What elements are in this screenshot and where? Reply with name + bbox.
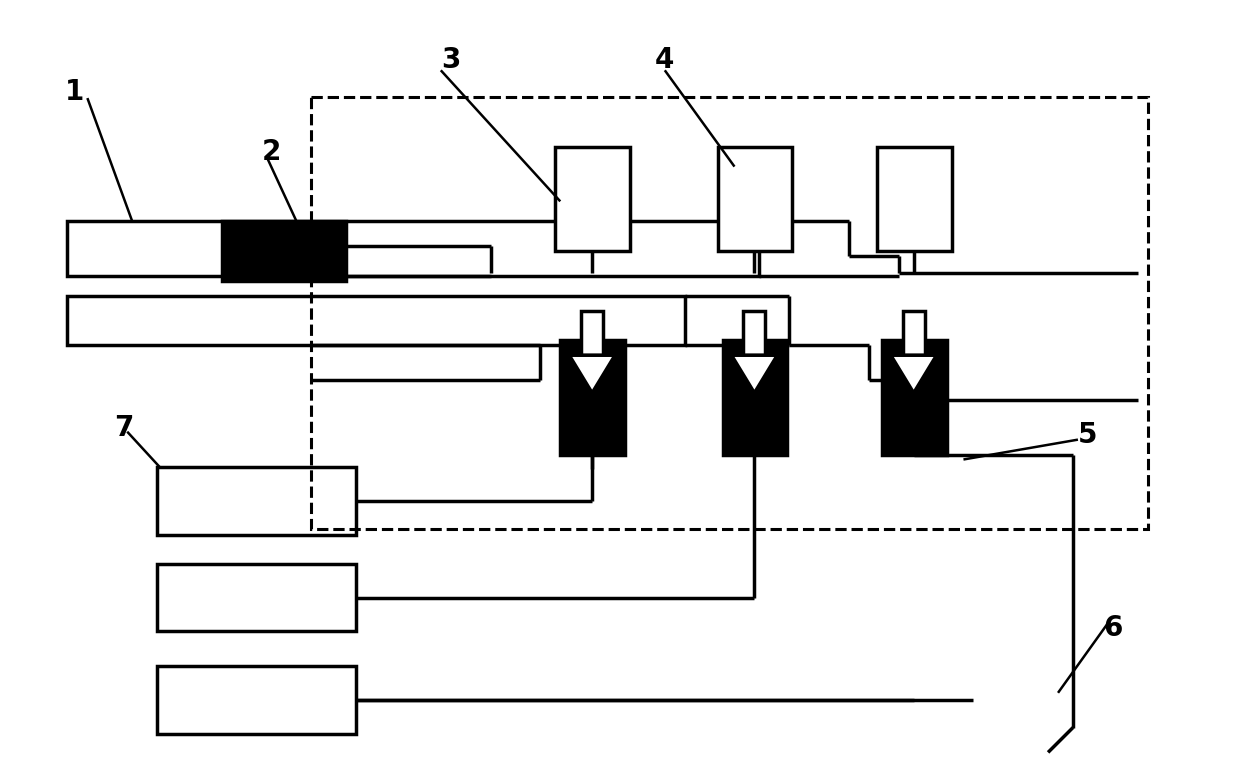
Text: 5: 5 [1078,421,1097,449]
Bar [903,310,925,356]
Text: 3: 3 [441,47,460,75]
Bar [560,340,625,454]
Bar [157,564,356,631]
Bar [157,666,356,734]
Bar [222,221,346,281]
Bar [877,147,951,251]
Text: 2: 2 [262,138,281,166]
Bar [744,310,765,356]
Bar [311,97,1148,529]
Text: 7: 7 [114,414,134,442]
Bar [718,147,792,251]
Bar [67,221,759,276]
Bar [157,468,356,535]
Bar [723,340,787,454]
Polygon shape [732,356,777,393]
Bar [556,147,630,251]
Bar [882,340,946,454]
Polygon shape [569,356,615,393]
Bar [67,296,684,345]
Polygon shape [890,356,936,393]
Text: 6: 6 [1104,615,1122,643]
Text: 1: 1 [64,78,84,106]
Bar [582,310,603,356]
Text: 4: 4 [655,47,675,75]
